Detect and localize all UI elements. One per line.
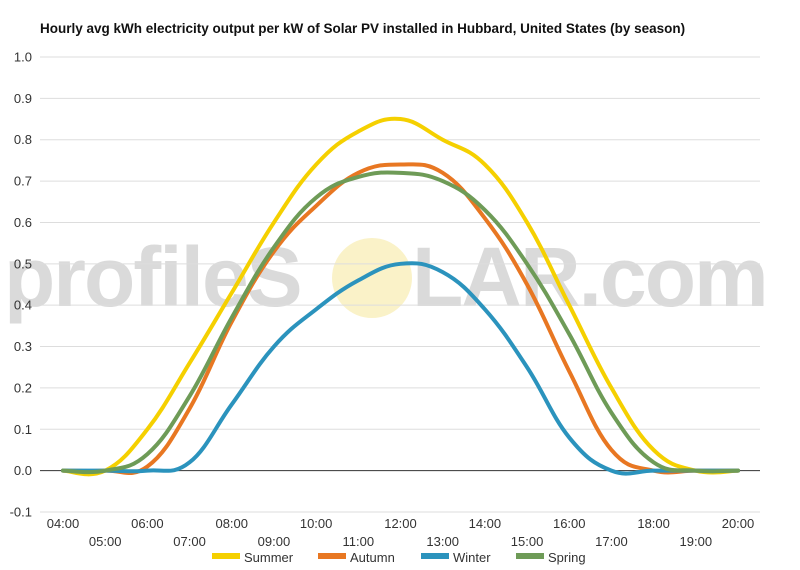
legend-item-spring: Spring [516, 550, 586, 565]
legend-item-summer: Summer [212, 550, 294, 565]
x-tick-label: 04:00 [47, 516, 80, 531]
series-line-winter [61, 261, 740, 476]
legend-label: Summer [244, 550, 294, 565]
watermark-sun-logo [332, 238, 412, 318]
legend-item-autumn: Autumn [318, 550, 395, 565]
x-tick-label: 10:00 [300, 516, 333, 531]
x-tick-label: 19:00 [680, 534, 713, 549]
legend-swatch [516, 553, 544, 559]
x-tick-label: 11:00 [343, 534, 375, 549]
x-tick-label: 08:00 [215, 516, 248, 531]
x-tick-label: 05:00 [89, 534, 122, 549]
y-tick-label: 0.3 [14, 339, 32, 354]
y-axis: -0.1 0.0 0.1 0.2 0.3 0.4 0.5 0.6 0.7 0.8 0.9 1.0 [10, 50, 32, 520]
watermark: profileS LAR.com [4, 230, 769, 324]
series-line-spring [61, 170, 740, 475]
legend-item-winter: Winter [421, 550, 491, 565]
y-tick-label: 0.2 [14, 380, 32, 395]
x-tick-label: 18:00 [637, 516, 670, 531]
y-tick-label: 0.6 [14, 215, 32, 230]
x-tick-label: 13:00 [426, 534, 459, 549]
y-tick-label: 0.1 [14, 422, 32, 437]
chart-title: Hourly avg kWh electricity output per kW… [40, 21, 685, 36]
series-line-summer [61, 116, 740, 477]
y-tick-label: 1.0 [14, 50, 32, 65]
legend: Summer Autumn Winter Spring [212, 550, 586, 565]
legend-label: Autumn [350, 550, 395, 565]
x-tick-label: 07:00 [173, 534, 206, 549]
y-tick-label: 0.8 [14, 132, 32, 147]
x-tick-label: 12:00 [384, 516, 417, 531]
x-tick-label: 20:00 [722, 516, 755, 531]
x-tick-label: 14:00 [469, 516, 502, 531]
watermark-text-right: LAR.com [412, 230, 767, 324]
x-tick-label: 09:00 [258, 534, 291, 549]
legend-swatch [212, 553, 240, 559]
gridlines [40, 56, 760, 513]
legend-swatch [421, 553, 449, 559]
y-tick-label: 0.5 [14, 256, 32, 271]
y-tick-label: 0.7 [14, 174, 32, 189]
legend-label: Spring [548, 550, 586, 565]
series-line-autumn [61, 162, 740, 476]
series-lines [61, 116, 740, 477]
x-tick-label: 17:00 [595, 534, 628, 549]
y-tick-label: 0.9 [14, 91, 32, 106]
x-tick-label: 15:00 [511, 534, 544, 549]
x-axis: 04:00 05:00 06:00 07:00 08:00 09:00 10:00 11:00… [47, 516, 755, 549]
x-tick-label: 16:00 [553, 516, 586, 531]
legend-label: Winter [453, 550, 491, 565]
legend-swatch [318, 553, 346, 559]
y-tick-label: 0.4 [14, 298, 32, 313]
y-tick-label: 0.0 [14, 463, 32, 478]
y-tick-label: -0.1 [10, 505, 32, 520]
x-tick-label: 06:00 [131, 516, 164, 531]
